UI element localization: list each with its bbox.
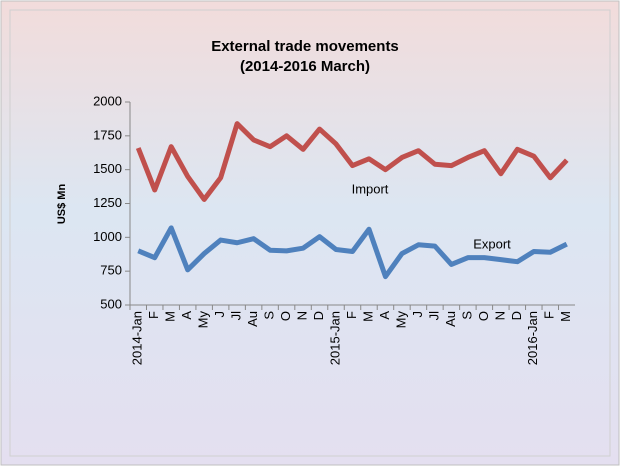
y-tick-label: 1750 — [93, 127, 122, 142]
chart-subtitle: (2014-2016 March) — [240, 58, 370, 75]
x-tick-label: Jl — [426, 311, 441, 321]
x-tick-label: 2015-Jan — [327, 311, 342, 365]
chart-title: External trade movements — [211, 38, 399, 55]
x-tick-label: My — [196, 311, 211, 329]
series-line — [137, 225, 568, 280]
y-tick-label: 2000 — [93, 93, 122, 108]
x-tick-label: Jl — [229, 311, 244, 321]
x-tick-label: S — [262, 311, 277, 320]
y-tick-label: 1250 — [93, 195, 122, 210]
y-tick-label: 500 — [100, 296, 122, 311]
x-tick-label: J — [410, 311, 425, 318]
x-tick-label: F — [344, 311, 359, 319]
x-tick-label: 2016-Jan — [525, 311, 540, 365]
x-tick-label: M — [360, 311, 375, 322]
x-tick-label: M — [163, 311, 178, 322]
x-tick-label: D — [509, 311, 524, 320]
x-tick-label: Au — [245, 311, 260, 327]
y-tick-label: 1000 — [93, 229, 122, 244]
y-tick-label: 1500 — [93, 161, 122, 176]
x-tick-label: D — [311, 311, 326, 320]
x-tick-label: A — [377, 311, 392, 320]
x-tick-label: O — [476, 311, 491, 321]
x-tick-label: A — [179, 311, 194, 320]
x-tick-label: F — [146, 311, 161, 319]
y-axis-label: US$ Mn — [56, 184, 68, 225]
series-label: Import — [352, 181, 389, 196]
x-tick-label: S — [459, 311, 474, 320]
x-tick-label: 2014-Jan — [130, 311, 145, 365]
x-tick-label: Au — [443, 311, 458, 327]
series-line — [135, 121, 569, 202]
x-tick-label: My — [393, 311, 408, 329]
y-tick-label: 750 — [100, 263, 122, 278]
x-tick-label: F — [542, 311, 557, 319]
frame — [9, 9, 611, 457]
x-tick-label: M — [558, 311, 573, 322]
x-tick-label: O — [278, 311, 293, 321]
x-tick-label: N — [492, 311, 507, 320]
x-tick-label: J — [212, 311, 227, 318]
x-tick-label: N — [294, 311, 309, 320]
series-label: Export — [473, 236, 511, 251]
